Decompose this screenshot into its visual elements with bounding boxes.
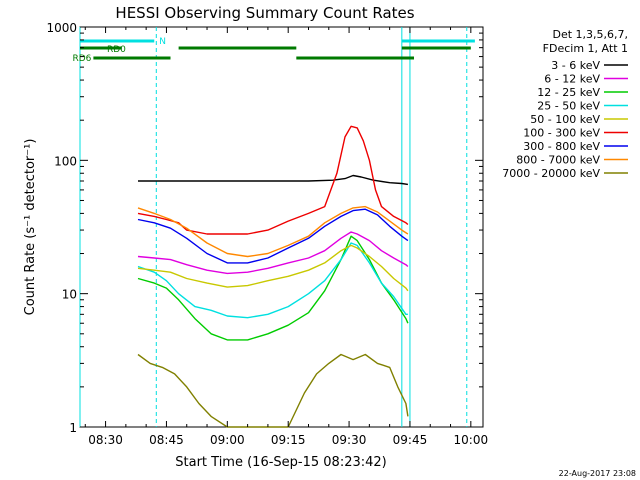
- legend-header-line-1: Det 1,3,5,6,7,: [552, 28, 628, 41]
- legend-label-6: 300 - 800 keV: [523, 140, 600, 153]
- legend-label-7: 800 - 7000 keV: [516, 154, 600, 167]
- y-tick-label: 1000: [46, 21, 77, 35]
- timestamp: 22-Aug-2017 23:08: [559, 469, 636, 478]
- state-bars: RD6 RD0 N: [72, 37, 475, 64]
- series-line-7: [137, 205, 409, 258]
- x-tick-label: 09:30: [332, 433, 367, 447]
- state-bar-label: RD0: [107, 45, 126, 55]
- series-layer: [137, 125, 409, 428]
- x-tick-label: 08:45: [149, 433, 184, 447]
- series-line-3: [137, 242, 408, 319]
- y-axis-label: Count Rate (s⁻¹ detector⁻¹): [23, 139, 38, 316]
- series-line-6: [137, 208, 409, 264]
- series-line-1: [137, 231, 409, 275]
- x-tick-label: 09:00: [210, 433, 245, 447]
- x-tick-label: 10:00: [454, 433, 489, 447]
- legend-label-8: 7000 - 20000 keV: [502, 167, 600, 180]
- axes: 08:30 08:45 09:00 09:15 09:30 09:45 10:00 1 10 10…: [46, 21, 488, 447]
- reference-lines: [79, 27, 468, 427]
- x-tick-label: 09:45: [393, 433, 428, 447]
- state-bar-label: RD6: [72, 54, 91, 64]
- x-axis-label: Start Time (16-Sep-15 08:23:42): [175, 455, 386, 470]
- legend: Det 1,3,5,6,7, FDecim 1, Att 1 3 - 6 keV…: [502, 28, 628, 180]
- x-tick-label: 08:30: [88, 433, 123, 447]
- legend-label-3: 25 - 50 keV: [537, 100, 600, 113]
- legend-label-2: 12 - 25 keV: [537, 86, 600, 99]
- y-tick-label: 100: [54, 154, 77, 168]
- y-tick-label: 1: [69, 421, 77, 435]
- legend-label-5: 100 - 300 keV: [523, 127, 600, 140]
- plot-area: [79, 26, 484, 428]
- series-line-8: [137, 353, 409, 428]
- legend-label-0: 3 - 6 keV: [551, 59, 600, 72]
- legend-label-4: 50 - 100 keV: [530, 113, 600, 126]
- legend-header-line-2: FDecim 1, Att 1: [543, 42, 628, 55]
- series-line-5: [137, 125, 409, 235]
- y-tick-label: 10: [62, 288, 77, 302]
- chart-title: HESSI Observing Summary Count Rates: [115, 4, 414, 22]
- x-tick-label: 09:15: [271, 433, 306, 447]
- legend-label-1: 6 - 12 keV: [544, 73, 600, 86]
- state-bar-label: N: [159, 37, 166, 47]
- series-line-4: [137, 244, 409, 292]
- series-line-0: [138, 174, 409, 186]
